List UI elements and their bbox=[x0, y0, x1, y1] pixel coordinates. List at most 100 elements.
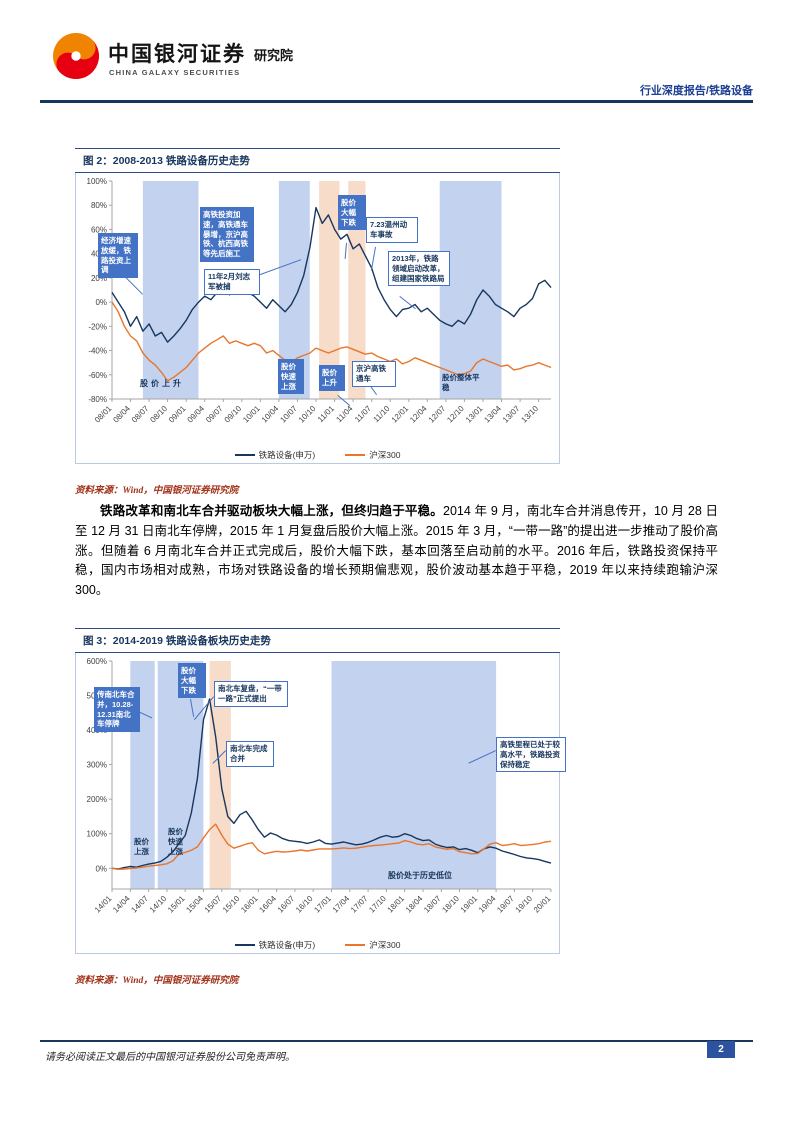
svg-text:11/04: 11/04 bbox=[334, 404, 354, 424]
header-rule bbox=[40, 100, 753, 103]
svg-text:600%: 600% bbox=[87, 657, 107, 666]
annotation-hsr-mileage: 高铁里程已处于较高水平，铁路投资保持稳定 bbox=[496, 737, 566, 773]
svg-text:08/10: 08/10 bbox=[148, 404, 169, 425]
source-note: 资料来源：Wind，中国银河证券研究院 bbox=[75, 976, 239, 986]
figure-2: 图 2：2008-2013 铁路设备历史走势 100%80%60%40%20%0… bbox=[75, 148, 560, 496]
svg-text:09/01: 09/01 bbox=[167, 404, 188, 425]
svg-text:300%: 300% bbox=[87, 761, 107, 770]
svg-text:14/04: 14/04 bbox=[111, 894, 132, 915]
annotation-rapid-rise: 股价快速上涨 bbox=[278, 359, 304, 395]
svg-text:12/07: 12/07 bbox=[427, 404, 448, 425]
annotation-economy-slowdown: 经济增速放缓，铁路投资上调 bbox=[98, 233, 138, 278]
annotation-2013-reform: 2013年，铁路领域启动改革，组建国家铁路局 bbox=[388, 251, 450, 287]
annotation-price-rise: 股价上涨 bbox=[134, 837, 149, 857]
legend-swatch-csi300 bbox=[345, 454, 366, 456]
annotation-belt-road: 南北车复盘，“一带一路”正式提出 bbox=[214, 681, 288, 707]
legend-swatch-csi300 bbox=[345, 944, 366, 946]
svg-text:17/04: 17/04 bbox=[331, 894, 352, 915]
chart-legend: 铁路设备(申万) 沪深300 bbox=[76, 939, 559, 951]
svg-text:12/04: 12/04 bbox=[408, 404, 429, 425]
disclaimer: 请务必阅读正文最后的中国银河证券股份公司免责声明。 bbox=[45, 1052, 295, 1063]
svg-text:09/04: 09/04 bbox=[186, 404, 207, 425]
svg-text:19/04: 19/04 bbox=[477, 894, 498, 915]
annotation-jinghu-open: 京沪高铁通车 bbox=[352, 361, 396, 387]
page-number-badge: 2 bbox=[707, 1041, 735, 1058]
svg-text:17/01: 17/01 bbox=[312, 894, 333, 915]
paragraph-body: 2014 年 9 月，南北车合并消息传开，10 月 28 日至 12 月 31 … bbox=[75, 504, 718, 597]
annotation-price-crash: 股价大幅下跌 bbox=[178, 663, 206, 699]
annotation-merger-rumor: 传南北车合并，10.28-12.31南北车停牌 bbox=[94, 687, 140, 732]
figure-2-title: 图 2：2008-2013 铁路设备历史走势 bbox=[75, 148, 560, 173]
brand-title: 中国银河证券 bbox=[108, 43, 246, 66]
svg-text:18/07: 18/07 bbox=[422, 894, 443, 915]
svg-text:20%: 20% bbox=[91, 274, 107, 283]
svg-text:08/01: 08/01 bbox=[93, 404, 114, 425]
svg-text:10/10: 10/10 bbox=[297, 404, 318, 425]
svg-text:15/07: 15/07 bbox=[203, 894, 224, 915]
galaxy-logo-icon bbox=[53, 33, 99, 79]
svg-text:19/01: 19/01 bbox=[459, 894, 480, 915]
svg-text:18/01: 18/01 bbox=[386, 894, 407, 915]
svg-text:16/07: 16/07 bbox=[276, 894, 297, 915]
annotation-rapid-rise: 股价快速上涨 bbox=[168, 827, 183, 857]
svg-text:15/04: 15/04 bbox=[184, 894, 205, 915]
svg-text:14/10: 14/10 bbox=[148, 894, 169, 915]
svg-text:10/04: 10/04 bbox=[260, 404, 281, 425]
legend-swatch-rail bbox=[234, 454, 255, 456]
svg-text:10/01: 10/01 bbox=[241, 404, 262, 425]
legend-item-csi300: 沪深300 bbox=[345, 449, 400, 461]
svg-text:-40%: -40% bbox=[88, 347, 107, 356]
source-note: 资料来源：Wind，中国银河证券研究院 bbox=[75, 486, 239, 496]
svg-text:18/04: 18/04 bbox=[404, 894, 425, 915]
svg-text:08/07: 08/07 bbox=[130, 404, 151, 425]
svg-text:16/01: 16/01 bbox=[239, 894, 260, 915]
line-chart-2008-2013: 100%80%60%40%20%0%-20%-40%-60%-80%08/010… bbox=[76, 173, 559, 441]
annotation-price-stable: 股价整体平稳 bbox=[442, 373, 480, 393]
svg-text:-60%: -60% bbox=[88, 371, 107, 380]
svg-text:14/01: 14/01 bbox=[93, 894, 114, 915]
svg-text:100%: 100% bbox=[87, 177, 107, 186]
annotation-historic-low: 股价处于历史低位 bbox=[388, 871, 452, 880]
svg-text:15/01: 15/01 bbox=[166, 894, 187, 915]
svg-text:19/07: 19/07 bbox=[495, 894, 516, 915]
svg-text:-80%: -80% bbox=[88, 395, 107, 404]
svg-text:13/01: 13/01 bbox=[464, 404, 485, 425]
svg-text:12/01: 12/01 bbox=[390, 404, 411, 425]
legend-label-rail: 铁路设备(申万) bbox=[258, 940, 316, 950]
svg-text:11/01: 11/01 bbox=[316, 404, 336, 424]
svg-text:13/04: 13/04 bbox=[482, 404, 503, 425]
annotation-wenzhou-accident: 7.23温州动车事故 bbox=[366, 217, 418, 243]
svg-text:0%: 0% bbox=[95, 298, 107, 307]
line-chart-2014-2019: 600%500%400%300%200%100%0%14/0114/0414/0… bbox=[76, 653, 559, 931]
paragraph-lead: 铁路改革和南北车合并驱动板块大幅上涨，但终归趋于平稳。 bbox=[100, 504, 444, 518]
svg-text:20/01: 20/01 bbox=[532, 894, 553, 915]
annotation-price-crash: 股价大幅下跌 bbox=[338, 195, 366, 231]
legend-item-rail: 铁路设备(申万) bbox=[234, 449, 315, 461]
svg-text:200%: 200% bbox=[87, 795, 107, 804]
figure-2-chart: 100%80%60%40%20%0%-20%-40%-60%-80%08/010… bbox=[75, 173, 560, 464]
svg-text:09/07: 09/07 bbox=[204, 404, 225, 425]
figure-3-chart: 600%500%400%300%200%100%0%14/0114/0414/0… bbox=[75, 653, 566, 954]
svg-text:11/07: 11/07 bbox=[353, 404, 373, 424]
svg-text:0%: 0% bbox=[95, 864, 107, 873]
svg-text:14/07: 14/07 bbox=[129, 894, 150, 915]
legend-item-rail: 铁路设备(申万) bbox=[234, 939, 316, 951]
brand-subtitle: 研究院 bbox=[254, 48, 294, 63]
svg-text:17/10: 17/10 bbox=[367, 894, 388, 915]
svg-text:60%: 60% bbox=[91, 225, 107, 234]
svg-text:18/10: 18/10 bbox=[440, 894, 461, 915]
svg-text:10/07: 10/07 bbox=[278, 404, 299, 425]
annotation-merger-complete: 南北车完成合并 bbox=[226, 741, 274, 767]
svg-text:09/10: 09/10 bbox=[223, 404, 244, 425]
svg-text:13/07: 13/07 bbox=[501, 404, 522, 425]
svg-text:16/10: 16/10 bbox=[294, 894, 315, 915]
legend-swatch-rail bbox=[234, 944, 255, 946]
page-header: 中国银河证券 研究院 CHINA GALAXY SECURITIES 行业深度报… bbox=[40, 30, 753, 100]
svg-text:13/10: 13/10 bbox=[519, 404, 540, 425]
figure-3: 图 3：2014-2019 铁路设备板块历史走势 600%500%400%300… bbox=[75, 628, 566, 986]
legend-label-csi300: 沪深300 bbox=[369, 940, 401, 950]
svg-text:17/07: 17/07 bbox=[349, 894, 370, 915]
annotation-price-rise-band: 股价上升 bbox=[140, 379, 184, 388]
body-paragraph: 铁路改革和南北车合并驱动板块大幅上涨，但终归趋于平稳。2014 年 9 月，南北… bbox=[75, 502, 718, 601]
